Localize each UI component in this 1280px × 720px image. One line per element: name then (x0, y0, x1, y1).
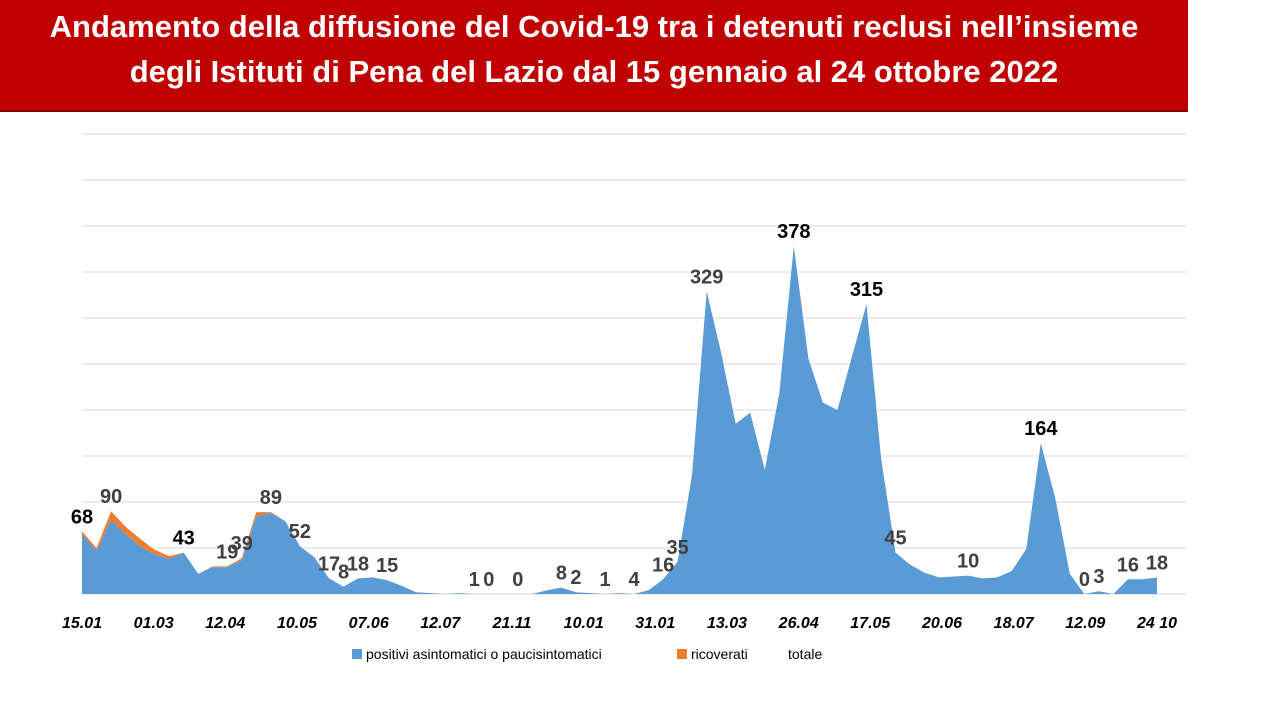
x-tick-label: 17.05 (850, 615, 891, 632)
data-label: 19 (216, 541, 238, 563)
data-label: 0 (483, 569, 494, 591)
x-axis-tick-labels: 15.01 01.03 12.04 10.05 07.06 12.07 21.11 10.01… (62, 615, 1177, 632)
legend-label-positivi: positivi asintomatici o paucisintomatici (366, 646, 602, 662)
x-tick-label: 31.01 (635, 615, 675, 632)
data-label: 45 (884, 528, 906, 550)
data-label: 18 (347, 553, 369, 575)
data-label: 1 (599, 569, 610, 591)
series-area-positivi (82, 246, 1157, 594)
data-label: 17 (318, 553, 340, 575)
data-label: 378 (777, 221, 810, 243)
x-tick-label: 18.07 (994, 615, 1035, 632)
x-tick-label: 12.04 (205, 615, 245, 632)
legend-label-ricoverati: ricoverati (691, 646, 748, 662)
data-label: 3 (1093, 566, 1104, 588)
data-label: 16 (652, 554, 674, 576)
data-label: 43 (173, 528, 195, 550)
data-label: 8 (338, 562, 349, 584)
legend: positivi asintomatici o paucisintomatici… (352, 646, 822, 662)
data-label: 18 (1146, 552, 1168, 574)
x-tick-label: 12.09 (1065, 615, 1105, 632)
gridlines (82, 133, 1187, 595)
data-label: 90 (100, 486, 122, 508)
data-label: 2 (570, 567, 581, 589)
data-label: 68 (71, 506, 93, 528)
data-label: 8 (556, 563, 567, 585)
data-label: 15 (376, 555, 398, 577)
data-label: 164 (1024, 418, 1058, 440)
x-tick-label: 10.05 (277, 615, 318, 632)
data-label: 35 (666, 537, 688, 559)
x-tick-label: 21.11 (492, 615, 532, 632)
data-label: 315 (850, 279, 883, 301)
data-label: 0 (512, 569, 523, 591)
x-tick-label: 15.01 (62, 615, 102, 632)
x-tick-label: 12.07 (420, 615, 461, 632)
legend-label-totale: totale (788, 646, 822, 662)
data-label: 1 (469, 569, 480, 591)
x-tick-label: 20.06 (921, 615, 962, 632)
chart-title: Andamento della diffusione del Covid-19 … (0, 4, 1188, 94)
data-label: 10 (957, 551, 979, 573)
chart-title-line-2: degli Istituti di Pena del Lazio dal 15 … (129, 54, 1059, 89)
x-tick-label: 10.01 (564, 615, 604, 632)
legend-swatch-positivi (352, 649, 362, 659)
legend-swatch-ricoverati (677, 649, 687, 659)
x-tick-label: 26.04 (778, 615, 819, 632)
x-tick-label: 07.06 (349, 615, 389, 632)
data-label: 39 (231, 533, 253, 555)
data-label: 0 (1079, 569, 1090, 591)
data-label: 89 (260, 487, 282, 509)
data-label: 52 (289, 521, 311, 543)
data-label: 4 (628, 569, 640, 591)
x-tick-label: 01.03 (134, 615, 174, 632)
chart-title-line-1: Andamento della diffusione del Covid-19 … (49, 9, 1139, 44)
x-tick-label: 24 10 (1136, 615, 1177, 632)
data-label: 329 (690, 266, 723, 288)
data-label: 16 (1117, 554, 1139, 576)
x-tick-label: 13.03 (707, 615, 747, 632)
title-banner: Andamento della diffusione del Covid-19 … (0, 0, 1188, 112)
series-areas (82, 246, 1157, 594)
